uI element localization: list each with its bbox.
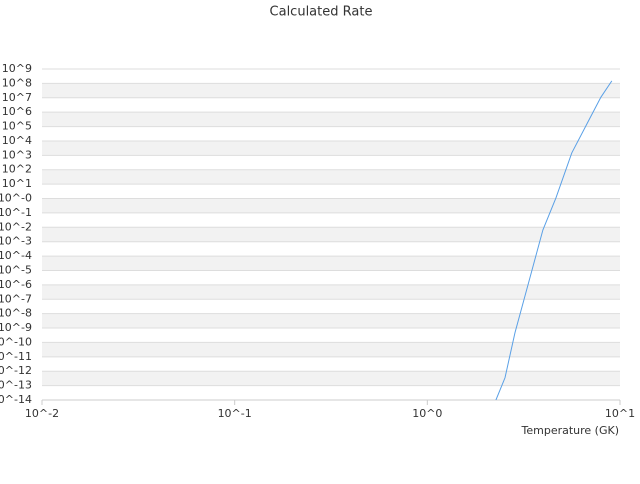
y-tick-label: 10^3 <box>2 148 32 161</box>
x-tick-label: 10^-2 <box>25 407 59 420</box>
grid-band <box>42 313 620 329</box>
y-tick-label: 10^1 <box>2 177 32 190</box>
grid-band <box>42 169 620 185</box>
y-tick-label: 10^-13 <box>0 379 32 392</box>
y-tick-label: 10^-11 <box>0 350 32 363</box>
x-tick-label: 10^-1 <box>218 407 252 420</box>
y-tick-label: 10^-4 <box>0 249 32 262</box>
y-tick-label: 10^7 <box>2 91 32 104</box>
grid-band <box>42 371 620 386</box>
grid-band <box>42 140 620 156</box>
y-tick-label: 10^-5 <box>0 263 32 276</box>
y-tick-label: 10^-3 <box>0 235 32 248</box>
y-tick-label: 10^-9 <box>0 321 32 334</box>
y-tick-label: 10^-14 <box>0 393 32 406</box>
y-tick-label: 10^-12 <box>0 364 32 377</box>
grid-band <box>42 83 620 98</box>
grid-band <box>42 227 620 242</box>
y-tick-label: 10^-0 <box>0 192 32 205</box>
y-tick-label: 10^-6 <box>0 278 32 291</box>
x-tick-label: 10^0 <box>412 407 442 420</box>
y-tick-label: 10^-8 <box>0 307 32 320</box>
data-line <box>495 80 613 400</box>
chart-title: Calculated Rate <box>270 5 373 20</box>
grid-band <box>42 284 620 300</box>
y-tick-label: 10^-10 <box>0 335 32 348</box>
grid-band <box>42 112 620 127</box>
grid-band <box>42 198 620 213</box>
y-tick-label: 10^4 <box>2 134 32 147</box>
x-axis-label: Temperature (GK) <box>521 424 620 437</box>
x-tick-label: 10^1 <box>605 407 635 420</box>
y-tick-label: 10^2 <box>2 163 32 176</box>
grid-band <box>42 342 620 357</box>
y-tick-label: 10^-1 <box>0 206 32 219</box>
y-tick-label: 10^5 <box>2 120 32 133</box>
y-tick-label: 10^6 <box>2 105 32 118</box>
y-tick-label: 10^-7 <box>0 292 32 305</box>
y-tick-label: 10^-2 <box>0 220 32 233</box>
y-tick-label: 10^9 <box>2 62 32 75</box>
grid-band <box>42 256 620 271</box>
y-tick-label: 10^8 <box>2 76 32 89</box>
